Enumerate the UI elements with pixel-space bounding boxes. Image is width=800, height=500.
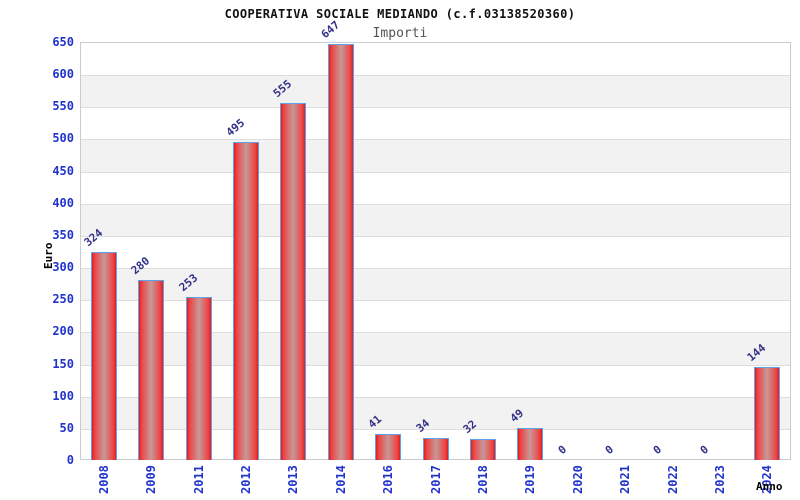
y-tick-label: 650 xyxy=(52,35,74,49)
bar-2024 xyxy=(754,367,781,460)
grid-band xyxy=(81,171,790,205)
y-tick-label: 250 xyxy=(52,292,74,307)
y-tick-label: 0 xyxy=(66,453,74,467)
bar-2009 xyxy=(138,279,165,460)
y-tick-label: 400 xyxy=(52,195,74,210)
bar-2018 xyxy=(469,439,496,460)
bar-2017 xyxy=(422,438,449,460)
bar-2013 xyxy=(280,103,307,460)
grid-band xyxy=(81,43,790,76)
legend-label: Importi xyxy=(372,26,428,41)
x-tick-label-2012: 2012 xyxy=(238,465,253,495)
bar-2016 xyxy=(375,433,402,460)
y-tick-label: 200 xyxy=(52,324,74,339)
y-tick-label: 600 xyxy=(52,67,74,82)
bar-2011 xyxy=(185,297,212,460)
y-axis-label: Euro xyxy=(42,242,55,270)
y-tick-label: 100 xyxy=(52,388,74,403)
bar-2008 xyxy=(90,251,117,460)
x-tick-label-2019: 2019 xyxy=(523,465,538,495)
y-tick-label: 150 xyxy=(52,356,74,371)
bar-2014 xyxy=(327,43,354,460)
y-tick-label: 500 xyxy=(52,131,74,146)
grid-band xyxy=(81,235,790,270)
grid-band xyxy=(81,75,790,109)
x-tick-label-2017: 2017 xyxy=(428,465,443,495)
bar-2019 xyxy=(517,428,544,460)
chart-title: COOPERATIVA SOCIALE MEDIANDO (c.f.031385… xyxy=(224,7,576,21)
x-tick-label-2021: 2021 xyxy=(618,465,633,495)
x-tick-label-2013: 2013 xyxy=(286,465,301,495)
x-tick-label-2020: 2020 xyxy=(570,465,585,495)
y-tick-label: 450 xyxy=(52,163,74,178)
x-tick-label-2016: 2016 xyxy=(381,465,396,495)
grid-band xyxy=(81,203,790,237)
x-tick-label-2022: 2022 xyxy=(665,465,680,495)
grid-band xyxy=(81,139,790,173)
y-tick-label: 300 xyxy=(52,260,74,275)
grid-band xyxy=(81,268,790,302)
y-tick-label: 550 xyxy=(52,99,74,114)
x-tick-label-2014: 2014 xyxy=(333,465,348,495)
x-tick-label-2023: 2023 xyxy=(712,465,727,495)
bar-2012 xyxy=(232,141,259,460)
x-tick-label-2018: 2018 xyxy=(475,465,490,495)
x-tick-label-2009: 2009 xyxy=(144,465,159,495)
x-tick-label-2011: 2011 xyxy=(191,465,206,495)
x-tick-label-2008: 2008 xyxy=(96,465,111,495)
y-tick-label: 350 xyxy=(52,227,74,242)
x-axis-label: Anno xyxy=(756,480,783,493)
y-tick-label: 50 xyxy=(59,420,74,435)
grid-band xyxy=(81,107,790,141)
